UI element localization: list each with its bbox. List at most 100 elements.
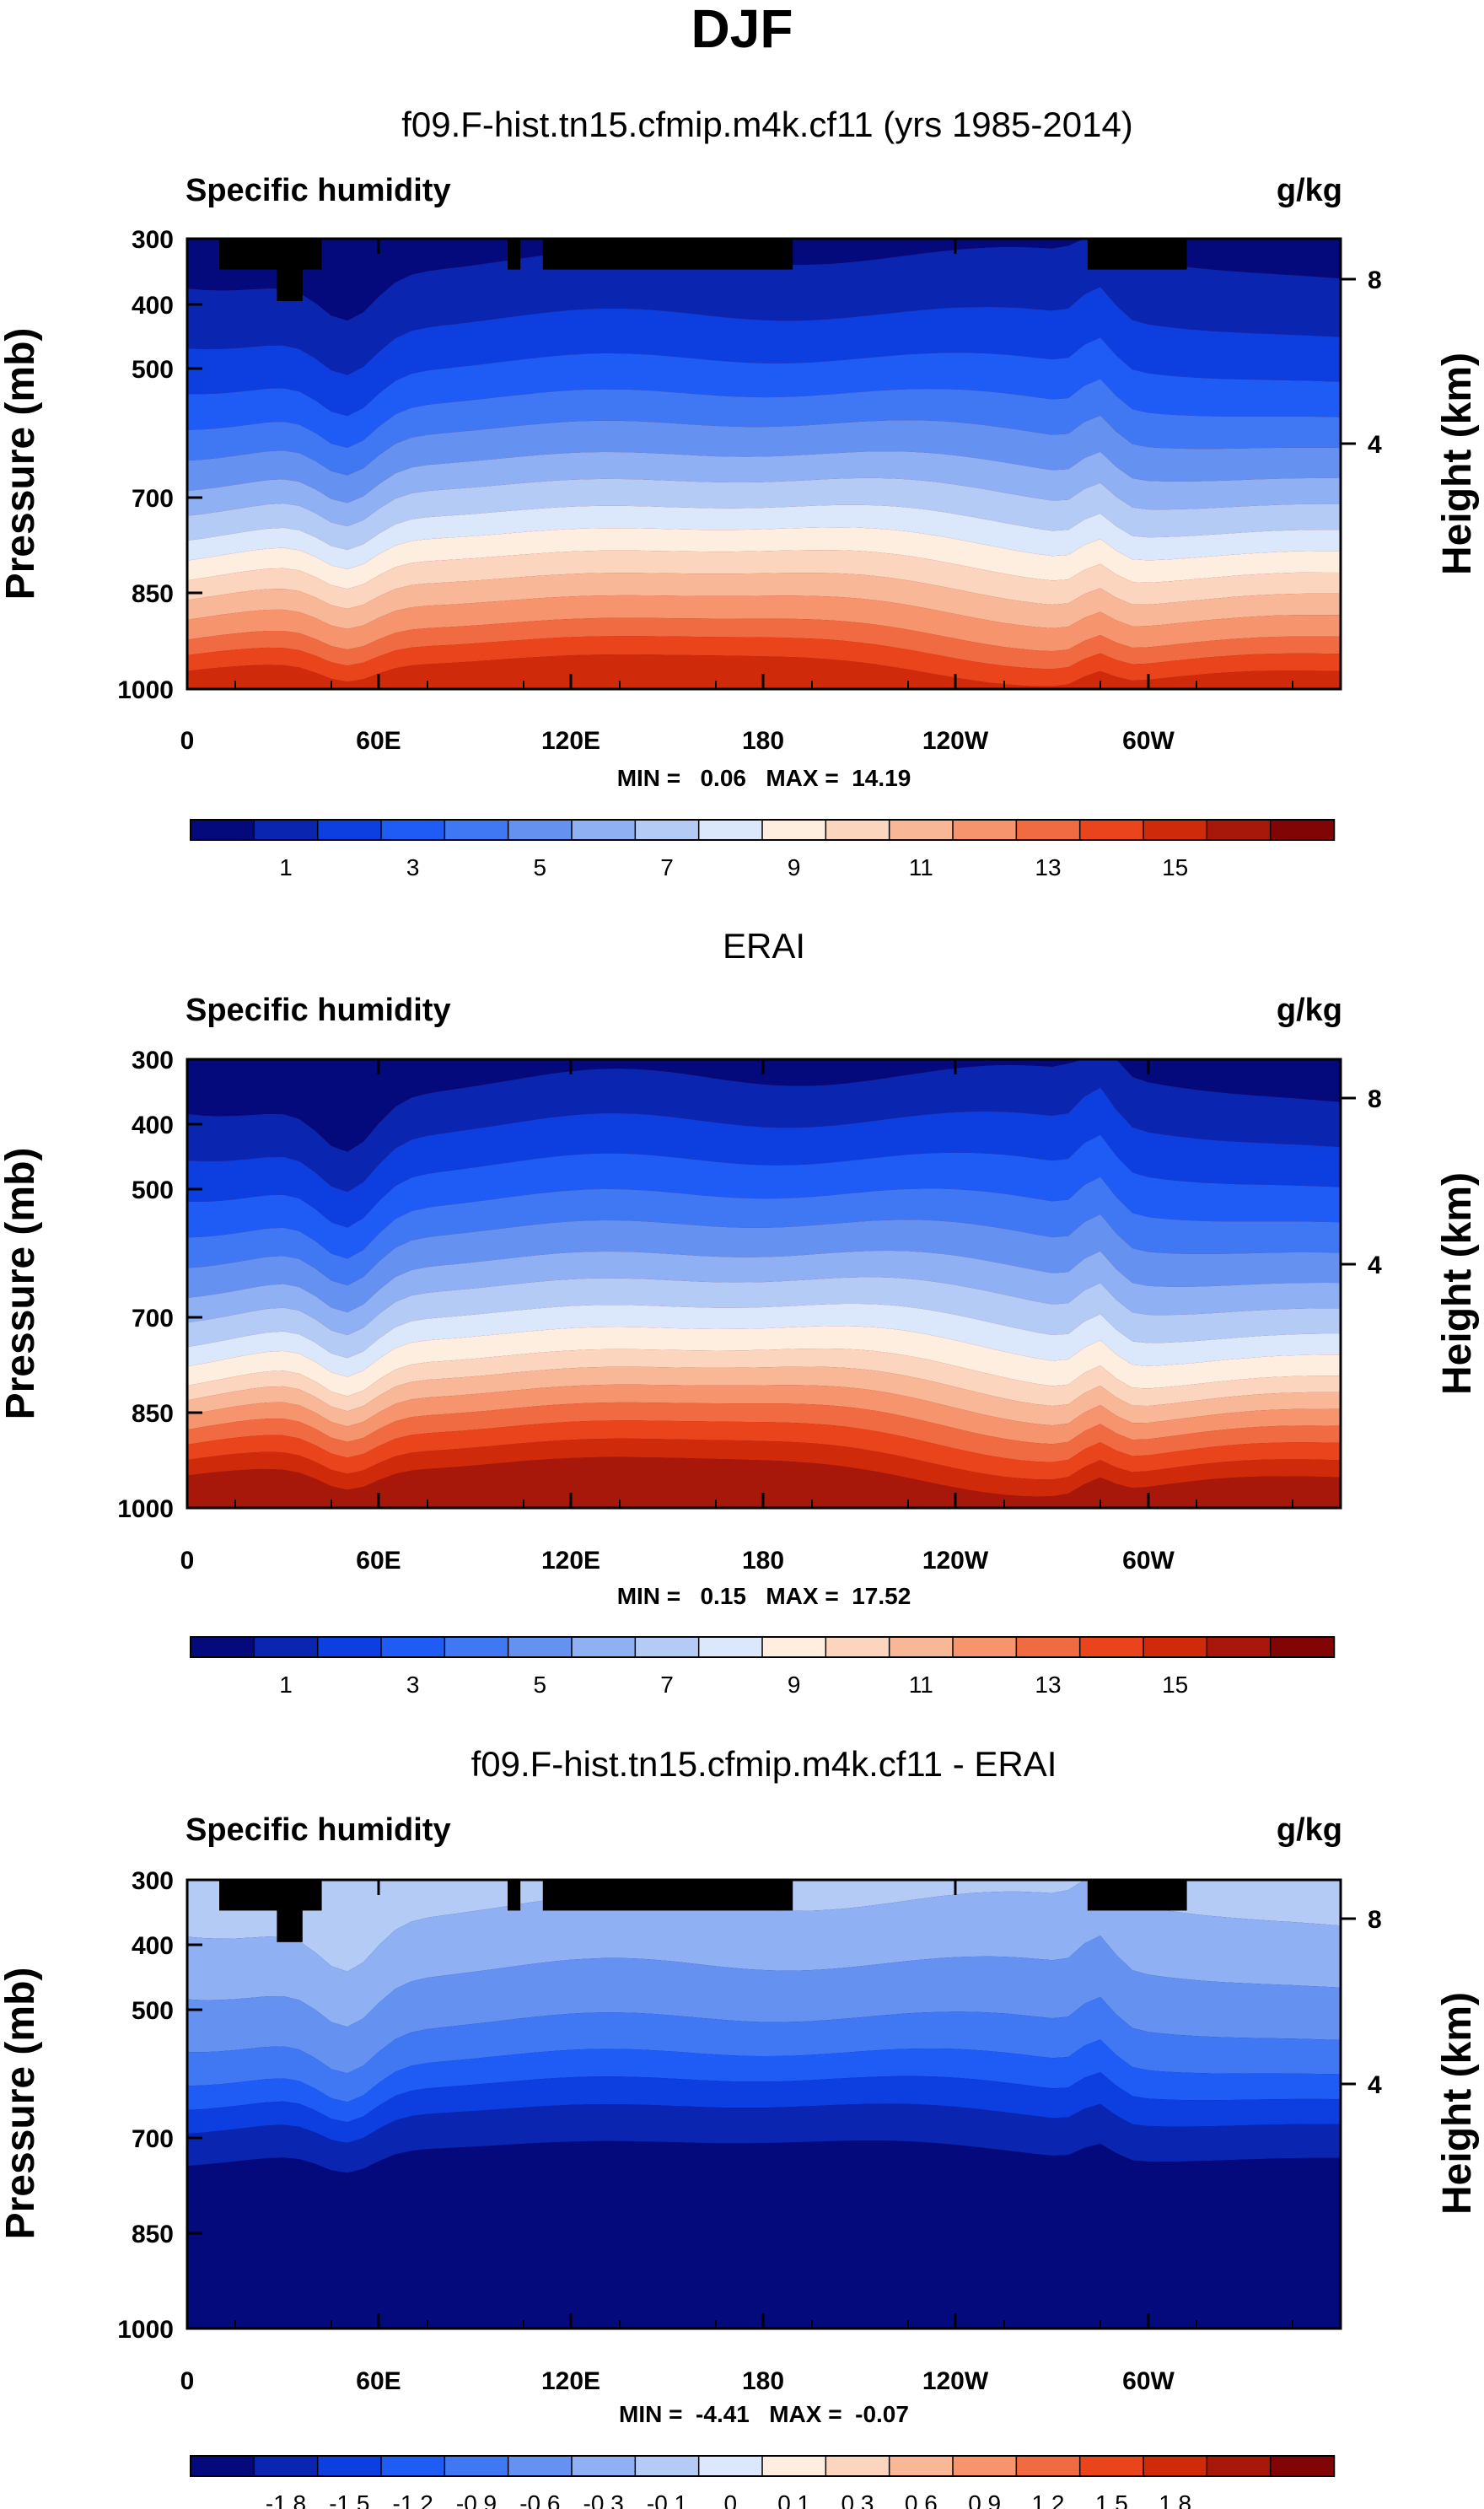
land-mask (1087, 1880, 1187, 1911)
contour-plot (187, 1880, 1341, 2329)
panel-title: f09.F-hist.tn15.cfmip.m4k.cf11 - ERAI (471, 1744, 1057, 1784)
colorbar-label: -0.1 (647, 2490, 687, 2509)
x-tick-label: 0 (180, 1547, 195, 1575)
contour-band (187, 2072, 1341, 2143)
colorbar-swatch (825, 2455, 890, 2477)
y2-axis-title: Height (km) (1435, 1992, 1480, 2215)
land-mask (508, 239, 521, 270)
stats-label: MIN = -4.41 MAX = -0.07 (619, 2401, 909, 2427)
y-tick-label: 850 (132, 2221, 174, 2248)
contour-band (187, 1214, 1341, 1313)
colorbar-swatch (761, 819, 827, 841)
stats-label: MIN = 0.06 MAX = 14.19 (617, 765, 911, 791)
y2-axis-title: Height (km) (1435, 353, 1480, 575)
colorbar-swatch (444, 2455, 509, 2477)
colorbar-swatch (888, 819, 954, 841)
x-tick-label: 60W (1122, 1547, 1175, 1575)
colorbar-swatch (380, 819, 446, 841)
colorbar-swatch (1269, 1636, 1336, 1658)
contour-band (187, 1277, 1341, 1359)
y-tick-label: 1000 (117, 2316, 174, 2344)
colorbar-label: -1.8 (266, 2490, 306, 2509)
colorbar-label: 0 (724, 2490, 738, 2509)
colorbar-swatch (1015, 819, 1081, 841)
y2-tick-label: 4 (1368, 1252, 1382, 1279)
contour-band (187, 239, 1341, 321)
colorbar-label: 11 (909, 854, 933, 880)
colorbar-swatch (316, 819, 383, 841)
colorbar-swatch (316, 1636, 383, 1658)
colorbar-frame (190, 2455, 1335, 2477)
contour-band (187, 379, 1341, 476)
colorbar-swatch (1078, 2455, 1145, 2477)
y-tick-label: 300 (132, 1867, 174, 1895)
colorbar-swatch (888, 1636, 954, 1658)
colorbar-label: 13 (1035, 1672, 1061, 1698)
colorbar-label: 1.8 (1159, 2490, 1191, 2509)
colorbar-label: 9 (788, 854, 801, 880)
x-tick-label: 60W (1122, 2367, 1175, 2395)
land-mask (219, 1880, 322, 1911)
contour-band (187, 2039, 1341, 2123)
variable-label: Specific humidity (186, 1812, 451, 1848)
colorbar-swatch (697, 1636, 764, 1658)
colorbar-frame (190, 1636, 1335, 1658)
colorbar-swatch (507, 819, 573, 841)
contour-band (187, 1304, 1341, 1377)
y-tick-label: 1000 (117, 676, 174, 704)
units-label: g/kg (1277, 173, 1342, 208)
y-tick-label: 400 (132, 1112, 174, 1139)
contour-band (187, 1936, 1341, 2074)
colorbar-label: 0.3 (841, 2490, 874, 2509)
colorbar-frame (190, 819, 1335, 841)
contour-band (187, 1880, 1341, 2027)
contour-band (187, 636, 1341, 686)
panel-obs: ERAI Specific humidity g/kg 300 400 500 700… (0, 926, 1480, 1698)
colorbar-swatch (444, 1636, 509, 1658)
colorbar-swatch (380, 2455, 446, 2477)
land-mask (542, 239, 793, 270)
colorbar-label: -0.6 (519, 2490, 560, 2509)
colorbar-swatch (634, 2455, 700, 2477)
contour-band (187, 595, 1341, 652)
contour-band (187, 617, 1341, 670)
colorbar-swatch (190, 819, 255, 841)
y-axis-title: Pressure (mb) (0, 1148, 43, 1420)
colorbar-swatch (1015, 2455, 1081, 2477)
colorbar-swatch (634, 819, 700, 841)
x-tick-label: 60W (1122, 727, 1175, 755)
colorbar-label: 0.9 (968, 2490, 1001, 2509)
y-tick-label: 500 (132, 356, 174, 384)
contour-band (187, 573, 1341, 629)
colorbar-label: 0.1 (777, 2490, 810, 2509)
panel-model: f09.F-hist.tn15.cfmip.m4k.cf11 (yrs 1985… (0, 105, 1480, 880)
contour-band (187, 2103, 1341, 2173)
y-tick-label: 700 (132, 2125, 174, 2153)
colorbar-swatch (1143, 1636, 1208, 1658)
land-mask (277, 1909, 303, 1942)
x-tick-label: 60E (356, 1547, 401, 1575)
stats-label: MIN = 0.15 MAX = 17.52 (617, 1583, 911, 1609)
contour-band (187, 1176, 1341, 1286)
colorbar-label: 13 (1035, 854, 1061, 880)
y-tick-label: 1000 (117, 1495, 174, 1523)
contour-band (187, 1420, 1341, 1480)
contour-band (187, 477, 1341, 550)
colorbar-swatch (190, 1636, 255, 1658)
contour-band (187, 1438, 1341, 1497)
units-label: g/kg (1277, 1812, 1342, 1848)
x-tick-label: 0 (180, 727, 195, 755)
colorbar-swatch (1015, 1636, 1081, 1658)
colorbar-label: 7 (660, 854, 674, 880)
colorbar-swatch (697, 819, 764, 841)
y-tick-label: 400 (132, 292, 174, 320)
colorbar-swatch (825, 1636, 890, 1658)
y-tick-label: 500 (132, 1176, 174, 1204)
colorbar-swatch (952, 1636, 1018, 1658)
panel-diff: f09.F-hist.tn15.cfmip.m4k.cf11 - ERAI Sp… (0, 1744, 1480, 2509)
y2-axis-title: Height (km) (1435, 1172, 1480, 1395)
land-mask (1087, 239, 1187, 270)
contour-band (187, 1366, 1341, 1427)
contour-band (187, 1059, 1341, 1152)
